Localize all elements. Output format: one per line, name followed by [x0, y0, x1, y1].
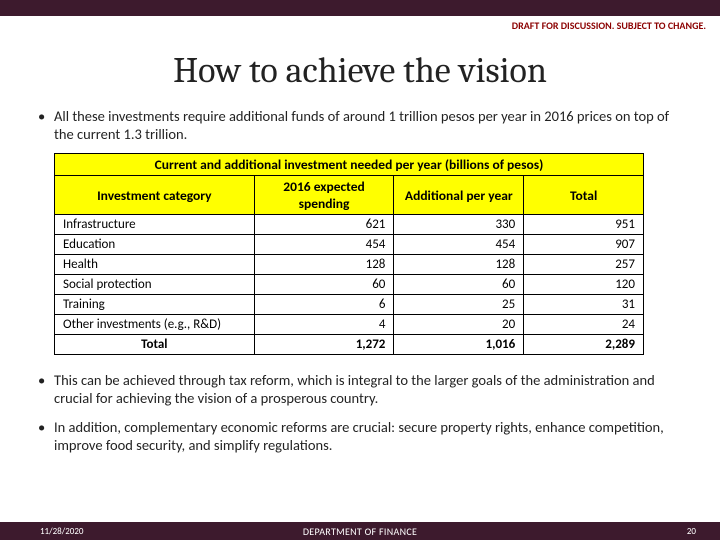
cell-value: 128 [254, 255, 394, 275]
cell-value: 120 [524, 275, 644, 295]
cell-value: 6 [254, 295, 394, 315]
cell-value: 31 [524, 295, 644, 315]
footer-org: DEPARTMENT OF FINANCE [0, 525, 720, 538]
table-title-row: Current and additional investment needed… [55, 154, 644, 176]
cell-value: 454 [394, 235, 524, 255]
table-total-row: Total 1,272 1,016 2,289 [55, 335, 644, 355]
bullet-1: All these investments require additional… [38, 107, 682, 143]
cell-category: Other investments (e.g., R&D) [55, 315, 255, 335]
total-label: Total [55, 335, 255, 355]
top-bar [0, 0, 720, 16]
cell-value: 25 [394, 295, 524, 315]
table-row: Health 128 128 257 [55, 255, 644, 275]
cell-value: 621 [254, 215, 394, 235]
total-value: 1,016 [394, 335, 524, 355]
total-value: 2,289 [524, 335, 644, 355]
footer-date: 11/28/2020 [40, 526, 83, 537]
cell-value: 4 [254, 315, 394, 335]
cell-category: Social protection [55, 275, 255, 295]
investment-table: Current and additional investment needed… [54, 153, 644, 355]
col-header-total: Total [524, 176, 644, 215]
col-header-additional: Additional per year [394, 176, 524, 215]
footer-page-number: 20 [687, 526, 696, 537]
cell-category: Infrastructure [55, 215, 255, 235]
cell-category: Training [55, 295, 255, 315]
bullet-2: This can be achieved through tax reform,… [38, 371, 682, 407]
draft-label: DRAFT FOR DISCUSSION. SUBJECT TO CHANGE. [0, 16, 720, 32]
cell-value: 951 [524, 215, 644, 235]
table-row: Training 6 25 31 [55, 295, 644, 315]
cell-value: 128 [394, 255, 524, 275]
cell-value: 60 [254, 275, 394, 295]
page-title: How to achieve the vision [0, 50, 720, 91]
table-row: Social protection 60 60 120 [55, 275, 644, 295]
cell-value: 257 [524, 255, 644, 275]
cell-value: 454 [254, 235, 394, 255]
cell-value: 24 [524, 315, 644, 335]
cell-value: 330 [394, 215, 524, 235]
slide-content: All these investments require additional… [0, 107, 720, 454]
table-title: Current and additional investment needed… [55, 154, 644, 176]
cell-category: Education [55, 235, 255, 255]
bullet-3: In addition, complementary economic refo… [38, 418, 682, 454]
cell-value: 907 [524, 235, 644, 255]
col-header-expected: 2016 expected spending [254, 176, 394, 215]
table-row: Infrastructure 621 330 951 [55, 215, 644, 235]
col-header-category: Investment category [55, 176, 255, 215]
table-column-headers: Investment category 2016 expected spendi… [55, 176, 644, 215]
total-value: 1,272 [254, 335, 394, 355]
table-row: Education 454 454 907 [55, 235, 644, 255]
cell-value: 60 [394, 275, 524, 295]
table-row: Other investments (e.g., R&D) 4 20 24 [55, 315, 644, 335]
cell-category: Health [55, 255, 255, 275]
slide-footer: 11/28/2020 DEPARTMENT OF FINANCE 20 [0, 522, 720, 540]
cell-value: 20 [394, 315, 524, 335]
